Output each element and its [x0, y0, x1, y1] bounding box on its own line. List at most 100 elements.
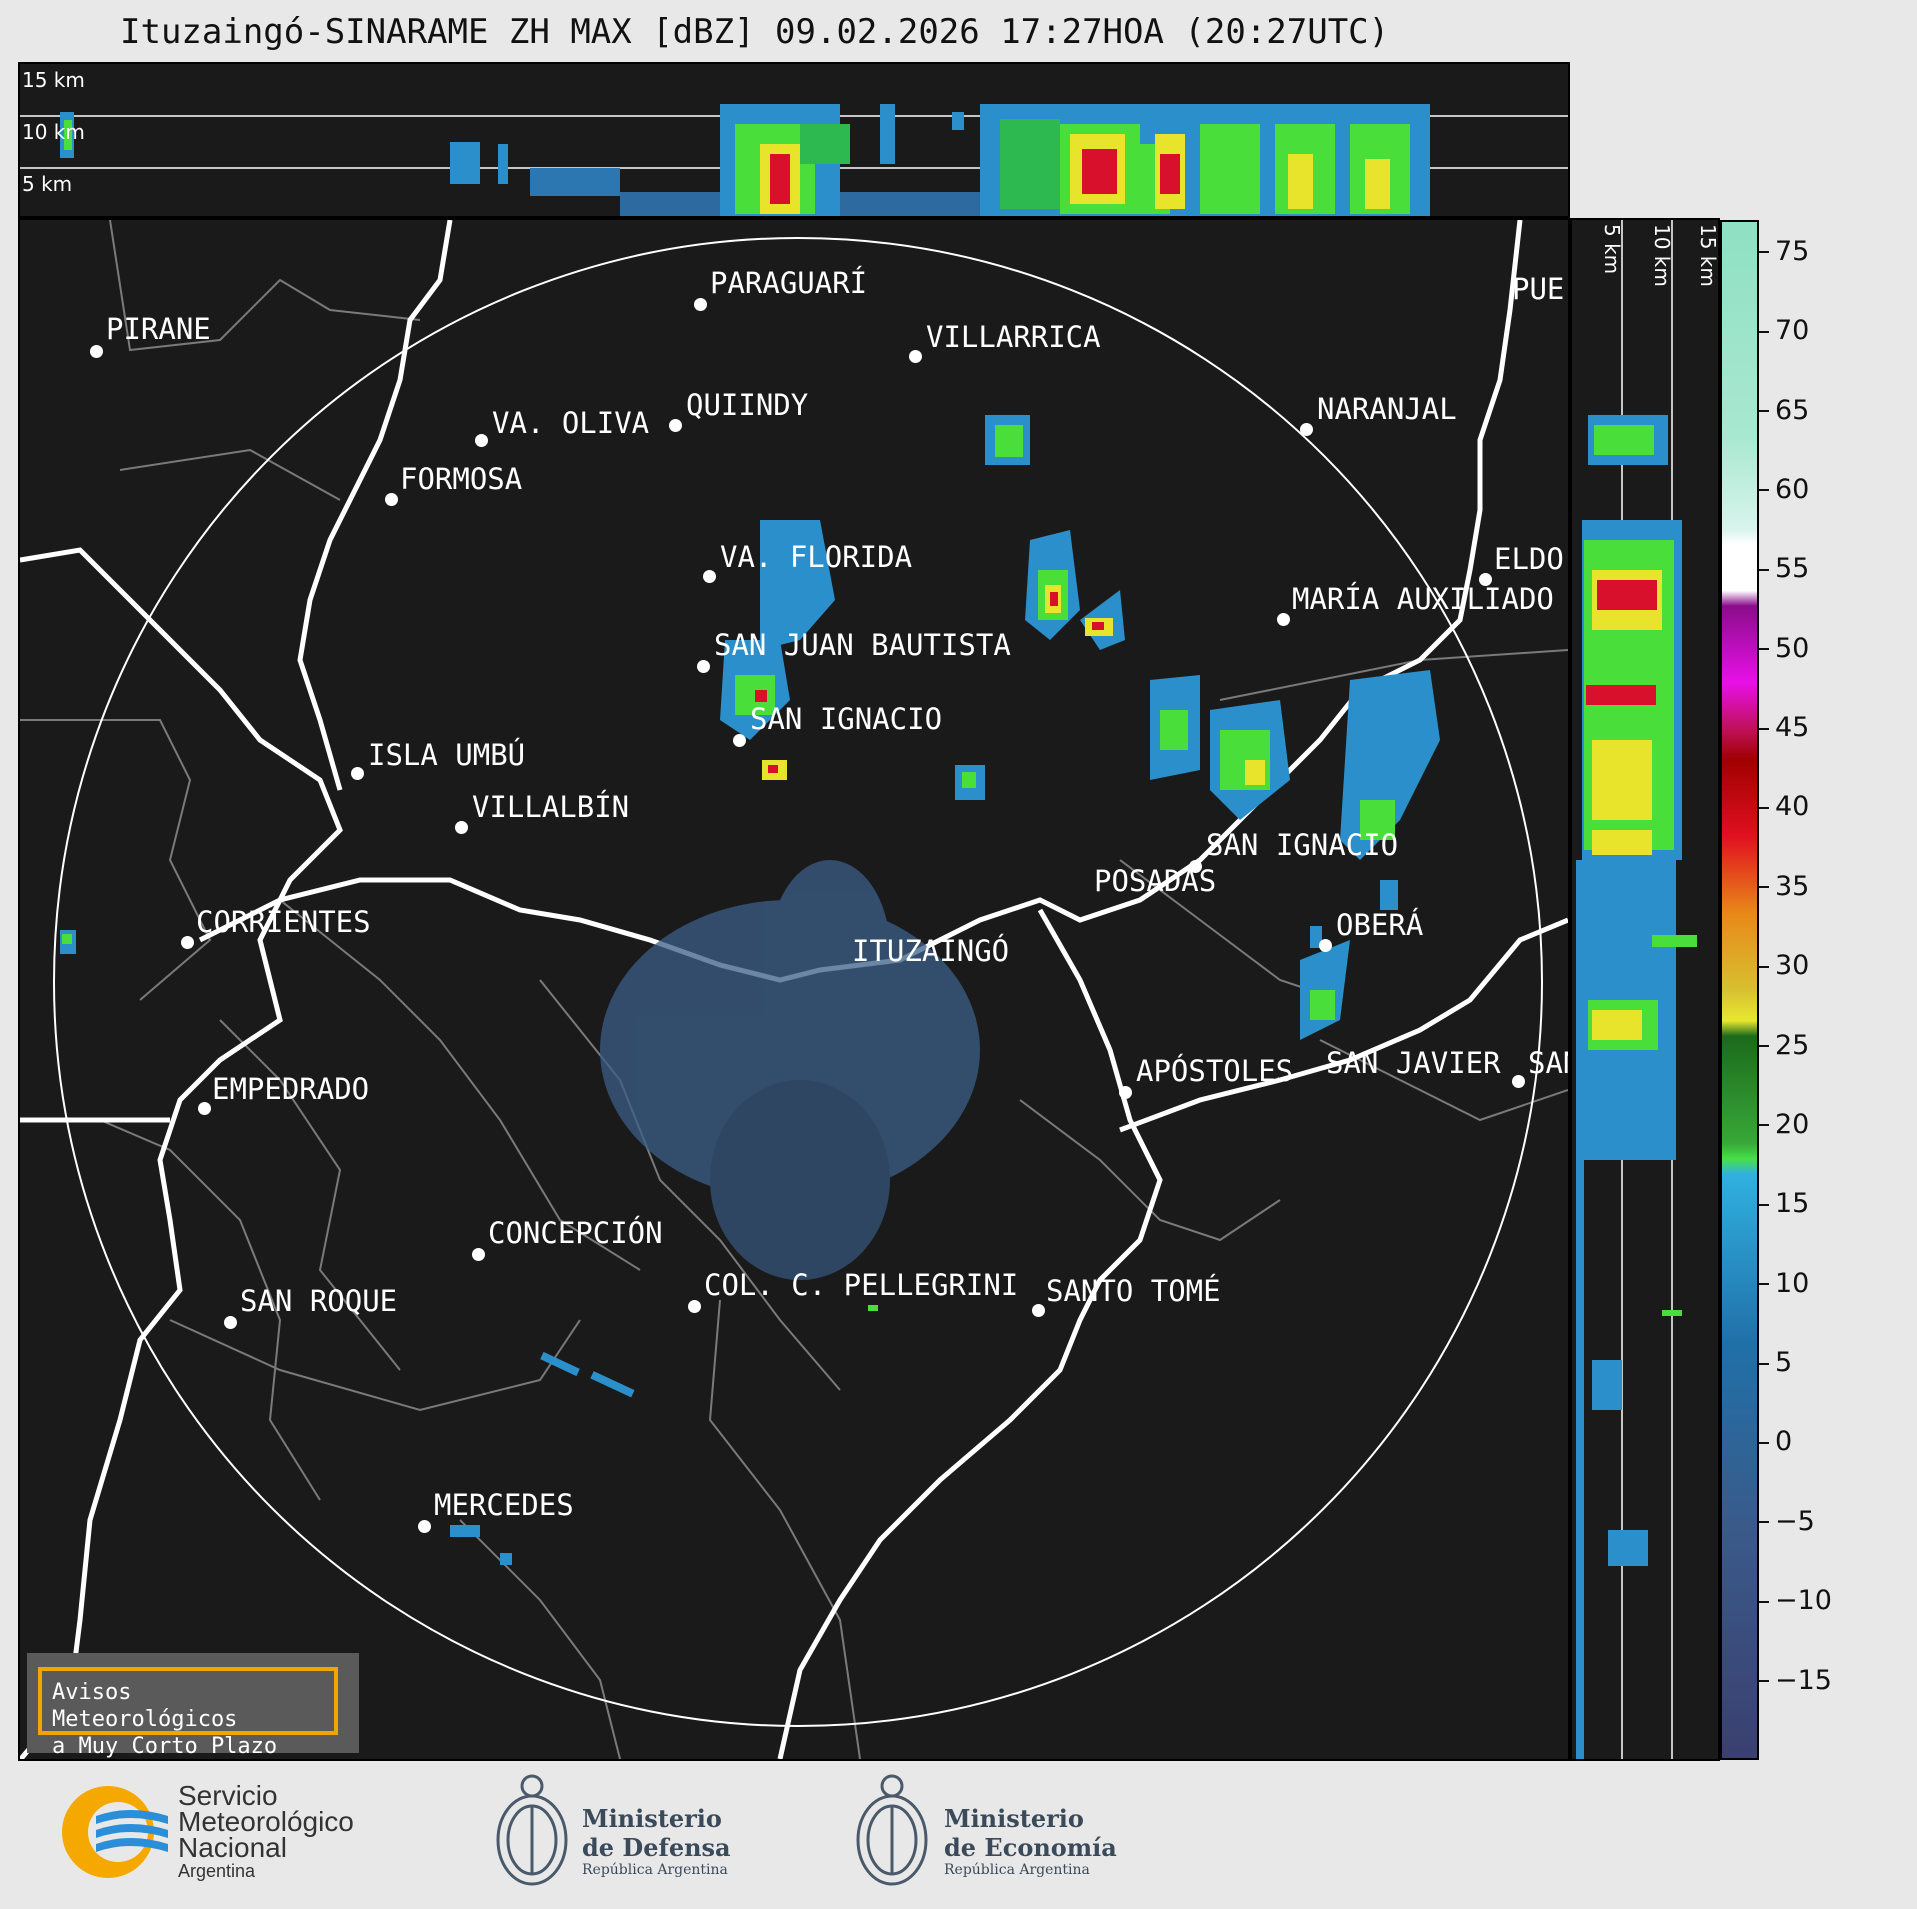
colorbar-tick: 10 — [1758, 1268, 1809, 1299]
side-alt-5: 5 km — [1600, 224, 1624, 275]
city-dot — [1032, 1304, 1045, 1317]
city-dot — [472, 1248, 485, 1261]
city-dot — [688, 1300, 701, 1313]
colorbar-tick: 20 — [1758, 1109, 1809, 1140]
colorbar-tick: 60 — [1758, 474, 1809, 505]
colorbar-tick: 40 — [1758, 791, 1809, 822]
city-dot — [694, 298, 707, 311]
city-dot — [1512, 1075, 1525, 1088]
economia-shield-icon — [856, 1774, 928, 1886]
colorbar-tick: 30 — [1758, 950, 1809, 981]
city-label: OBERÁ — [1336, 908, 1424, 942]
city-dot — [1300, 423, 1313, 436]
city-dot — [198, 1102, 211, 1115]
ground-clutter — [600, 860, 980, 1280]
city-label: SANTO TOMÉ — [1046, 1274, 1221, 1308]
city-label: MARÍA AUXILIADO — [1292, 582, 1554, 616]
city-label: COL. C. PELLEGRINI — [704, 1268, 1019, 1302]
city-dot — [1277, 613, 1290, 626]
city-dot — [733, 734, 746, 747]
city-label: QUIINDY — [686, 388, 809, 422]
smn-logo: Servicio Meteorológico Nacional Argentin… — [178, 1780, 354, 1882]
defensa-line1: Ministerio — [582, 1804, 722, 1833]
economia-logo: Ministerio de Economía República Argenti… — [944, 1804, 1117, 1878]
defensa-line3: República Argentina — [582, 1862, 728, 1878]
colorbar-tick: 35 — [1758, 871, 1809, 902]
colorbar-tick: 0 — [1758, 1426, 1792, 1457]
city-label: PARAGUARÍ — [710, 266, 868, 300]
city-label: SAN JUAN BAUTISTA — [714, 628, 1011, 662]
range-ring — [53, 237, 1543, 1727]
colorbar-tick: −5 — [1759, 1506, 1815, 1537]
radar-map: PIRANE PARAGUARÍ VILLARRICA QUIINDY VA. … — [18, 218, 1570, 1761]
city-label: VA. FLORIDA — [720, 540, 913, 574]
notice-line1: Avisos Meteorológicos — [52, 1680, 238, 1732]
city-label: ITUZAINGÓ — [852, 934, 1010, 968]
city-label: POSADAS — [1094, 864, 1217, 898]
defensa-line2: de Defensa — [582, 1833, 731, 1862]
colorbar-tick: 70 — [1758, 315, 1809, 346]
city-dot — [697, 660, 710, 673]
colorbar-tick: 25 — [1758, 1030, 1809, 1061]
city-label: FORMOSA — [400, 462, 523, 496]
smn-line2: Meteorológico — [178, 1806, 354, 1837]
city-label: PIRANE — [106, 312, 211, 346]
top-cross-section: 15 km 10 km 5 km — [18, 62, 1570, 218]
colorbar-tick: 5 — [1758, 1347, 1792, 1378]
city-dot — [1119, 1086, 1132, 1099]
city-label: SAN — [1528, 1046, 1568, 1080]
city-label: VILLARRICA — [926, 320, 1101, 354]
city-dot — [669, 419, 682, 432]
city-label: PUE — [1512, 272, 1565, 306]
city-label: ELDO — [1494, 542, 1564, 576]
defensa-shield-icon — [496, 1774, 568, 1886]
city-label: VA. OLIVA — [492, 406, 650, 440]
colorbar-tick: 75 — [1758, 236, 1809, 267]
city-label: ISLA UMBÚ — [368, 738, 526, 772]
smn-line4: Argentina — [178, 1861, 256, 1881]
city-label: MERCEDES — [434, 1488, 574, 1522]
city-dot — [909, 350, 922, 363]
city-label: CONCEPCIÓN — [488, 1216, 663, 1250]
notice-box: Avisos Meteorológicos a Muy Corto Plazo — [38, 1667, 338, 1759]
city-label: SAN ROQUE — [240, 1284, 398, 1318]
city-dot — [1479, 573, 1492, 586]
alt-label-15: 15 km — [22, 68, 85, 92]
city-dot — [455, 821, 468, 834]
colorbar-tick: 45 — [1758, 712, 1809, 743]
smn-logo-icon — [62, 1786, 168, 1878]
side-alt-10: 10 km — [1650, 224, 1674, 287]
city-dot — [1319, 939, 1332, 952]
colorbar — [1720, 220, 1759, 1760]
colorbar-tick: 50 — [1758, 633, 1809, 664]
economia-line2: de Economía — [944, 1833, 1117, 1862]
city-dot — [224, 1316, 237, 1329]
city-dot — [418, 1520, 431, 1533]
city-label: SAN IGNACIO — [1206, 828, 1399, 862]
smn-line1: Servicio — [178, 1780, 278, 1811]
city-dot — [90, 345, 103, 358]
city-label: APÓSTOLES — [1136, 1054, 1294, 1088]
city-dot — [1189, 860, 1202, 873]
city-label: CORRIENTES — [196, 905, 371, 939]
city-dot — [703, 570, 716, 583]
notice-panel: Avisos Meteorológicos a Muy Corto Plazo — [27, 1653, 359, 1759]
city-dot — [385, 493, 398, 506]
defensa-logo: Ministerio de Defensa República Argentin… — [582, 1804, 731, 1878]
city-dot — [475, 434, 488, 447]
map-layer — [20, 220, 1568, 1759]
side-cross-section: 5 km 10 km 15 km — [1570, 218, 1720, 1761]
colorbar-tick: 65 — [1758, 395, 1809, 426]
economia-line3: República Argentina — [944, 1862, 1090, 1878]
city-dot — [351, 767, 364, 780]
city-label: VILLALBÍN — [472, 790, 630, 824]
city-dot — [181, 936, 194, 949]
colorbar-tick: −10 — [1759, 1585, 1832, 1616]
colorbar-tick: 15 — [1758, 1188, 1809, 1219]
side-alt-15: 15 km — [1696, 224, 1720, 287]
side-echo-layer — [1576, 220, 1697, 1759]
city-label: SAN JAVIER — [1326, 1046, 1501, 1080]
city-label: EMPEDRADO — [212, 1072, 370, 1106]
smn-line3: Nacional — [178, 1832, 287, 1863]
economia-line1: Ministerio — [944, 1804, 1084, 1833]
